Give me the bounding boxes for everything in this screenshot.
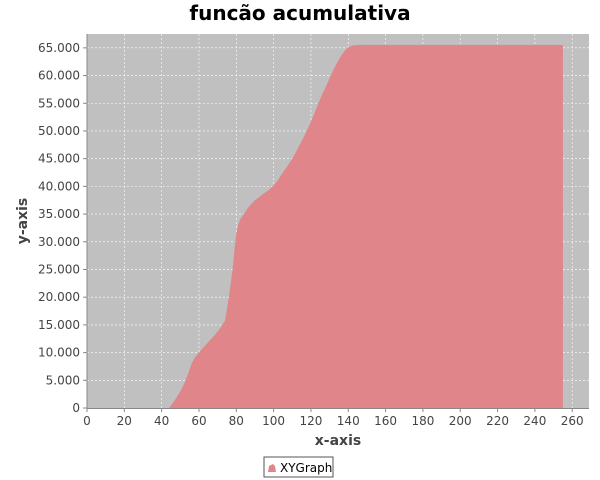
axes bbox=[86, 34, 589, 409]
y-tick-label: 40.000 bbox=[38, 179, 80, 193]
x-tick-label: 40 bbox=[154, 414, 169, 428]
y-tick-label: 25.000 bbox=[38, 262, 80, 276]
x-tick-label: 240 bbox=[523, 414, 546, 428]
x-tick-label: 160 bbox=[374, 414, 397, 428]
y-tick-label: 65.000 bbox=[38, 41, 80, 55]
x-ticks: 0 20 40 60 80 100 120 140 160 180 200 220 240 260 bbox=[83, 408, 584, 428]
x-tick-label: 200 bbox=[449, 414, 472, 428]
x-tick-label: 180 bbox=[411, 414, 434, 428]
y-tick-label: 45.000 bbox=[38, 152, 80, 166]
x-tick-label: 260 bbox=[561, 414, 584, 428]
x-tick-label: 20 bbox=[117, 414, 132, 428]
legend-swatch bbox=[268, 464, 276, 472]
y-tick-label: 60.000 bbox=[38, 69, 80, 83]
y-tick-label: 30.000 bbox=[38, 235, 80, 249]
y-tick-label: 15.000 bbox=[38, 318, 80, 332]
y-tick-label: 5.000 bbox=[46, 373, 80, 387]
x-tick-label: 120 bbox=[299, 414, 322, 428]
x-tick-label: 0 bbox=[83, 414, 91, 428]
x-axis-label: x-axis bbox=[315, 433, 361, 449]
y-tick-label: 10.000 bbox=[38, 346, 80, 360]
x-tick-label: 100 bbox=[262, 414, 285, 428]
chart-title: funcão acumulativa bbox=[189, 1, 410, 25]
y-ticks: 0 5.000 10.000 15.000 20.000 25.000 30.000 35.0… bbox=[38, 41, 87, 415]
series-layer bbox=[87, 44, 563, 408]
x-tick-label: 220 bbox=[486, 414, 509, 428]
x-tick-label: 60 bbox=[191, 414, 206, 428]
y-tick-label: 50.000 bbox=[38, 124, 80, 138]
y-axis-label: y-axis bbox=[15, 198, 31, 245]
y-tick-label: 55.000 bbox=[38, 96, 80, 110]
area-series-xygraph bbox=[87, 44, 563, 408]
x-tick-label: 140 bbox=[337, 414, 360, 428]
legend-box bbox=[263, 456, 334, 478]
y-tick-label: 35.000 bbox=[38, 207, 80, 221]
y-tick-label: 20.000 bbox=[38, 290, 80, 304]
legend: XYGraph bbox=[263, 456, 334, 478]
y-tick-label: 0 bbox=[72, 401, 80, 415]
legend-label: XYGraph bbox=[280, 461, 332, 475]
x-tick-label: 80 bbox=[229, 414, 244, 428]
